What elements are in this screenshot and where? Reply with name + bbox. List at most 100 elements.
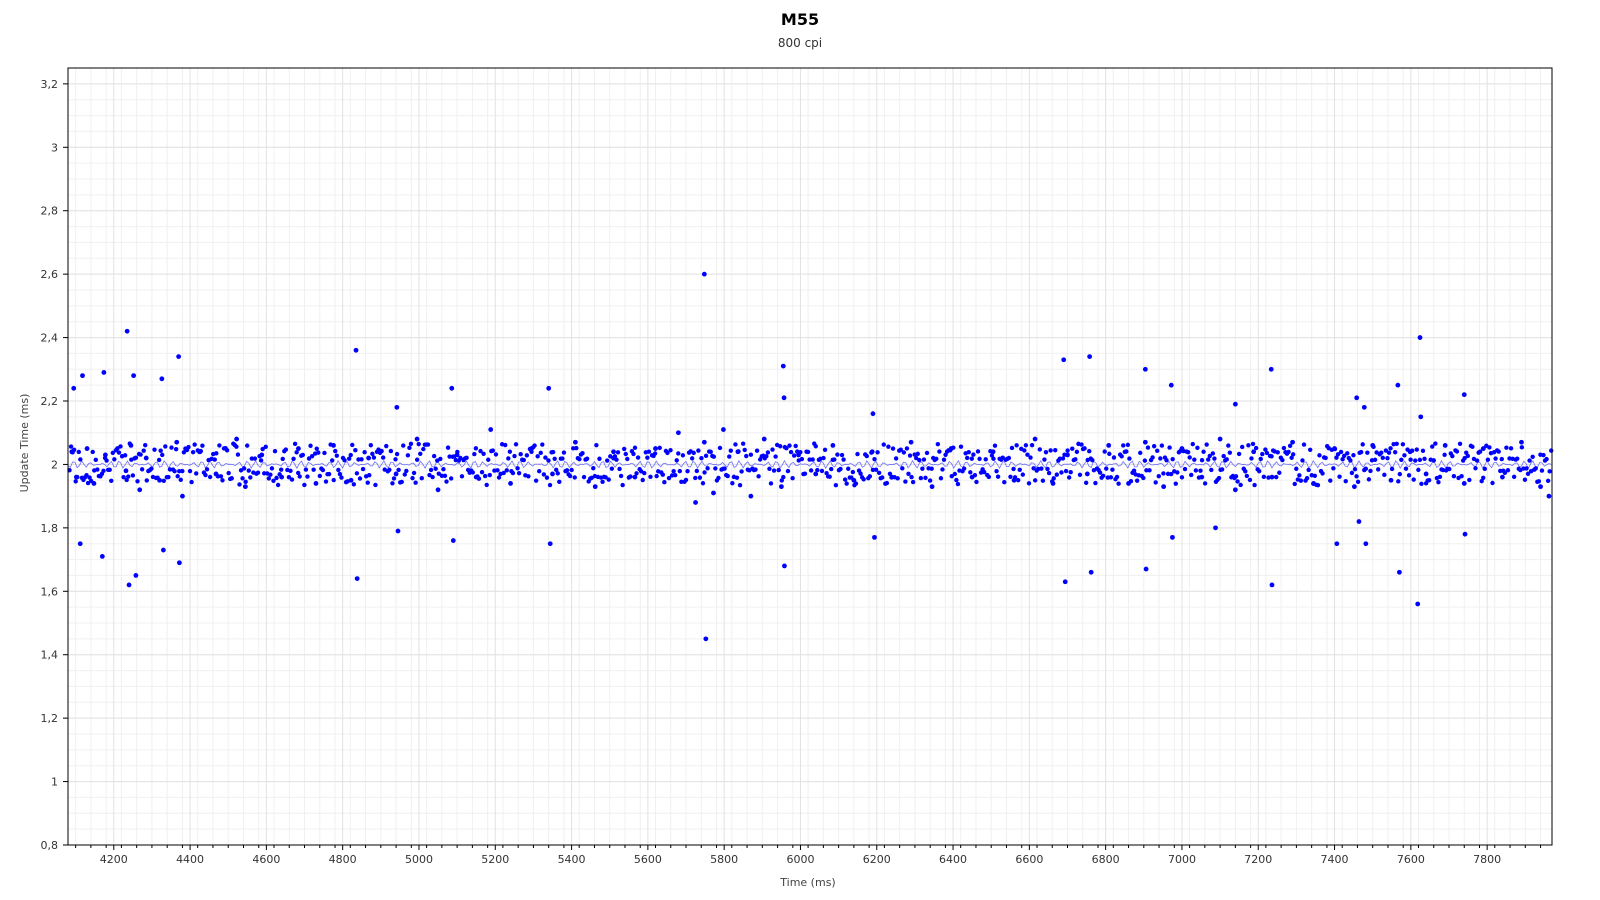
data-point — [1519, 439, 1524, 445]
points-layer — [67, 271, 1554, 642]
data-point — [1414, 447, 1419, 452]
data-point — [696, 448, 701, 453]
chart-subtitle: 800 cpi — [777, 36, 823, 50]
data-point — [1031, 466, 1036, 471]
data-point — [275, 482, 281, 488]
data-point — [495, 468, 500, 473]
data-point — [807, 457, 812, 462]
data-point — [404, 468, 409, 474]
data-point — [447, 454, 452, 459]
grid — [68, 67, 1552, 846]
data-point — [1539, 468, 1545, 473]
data-point — [190, 449, 196, 455]
data-point — [436, 471, 441, 476]
data-point — [1043, 450, 1049, 455]
data-point — [1351, 484, 1357, 490]
data-point — [379, 448, 384, 454]
data-point — [1073, 457, 1078, 462]
data-point — [846, 466, 851, 471]
x-tick-label: 5400 — [558, 853, 586, 866]
data-point — [1046, 470, 1052, 476]
data-point — [1433, 441, 1438, 446]
data-point — [1341, 453, 1347, 459]
data-point — [991, 456, 996, 461]
x-tick-label: 7200 — [1244, 853, 1272, 866]
axes: 4200 4400 4600 4800 5000 5200 5400 5600 5800 6000… — [41, 67, 1553, 866]
data-point — [1402, 453, 1407, 458]
data-point — [1015, 477, 1021, 483]
data-point — [1328, 478, 1333, 483]
data-point — [864, 453, 869, 459]
data-point — [68, 444, 74, 449]
data-point — [1014, 443, 1019, 448]
data-point — [606, 477, 611, 482]
x-tick-label: 4200 — [100, 853, 128, 866]
data-point — [592, 484, 598, 490]
data-point — [1066, 475, 1072, 480]
data-point — [87, 475, 92, 480]
data-point — [329, 458, 335, 463]
outlier-point — [395, 528, 401, 534]
data-point — [1042, 457, 1047, 462]
data-point — [1416, 467, 1421, 473]
data-point — [241, 466, 247, 471]
data-point — [95, 467, 100, 472]
data-point — [1182, 466, 1188, 472]
data-point — [401, 443, 406, 448]
data-point — [734, 475, 740, 480]
data-point — [1499, 456, 1504, 462]
data-point — [235, 452, 241, 457]
data-point — [454, 452, 460, 458]
data-point — [1198, 468, 1203, 473]
data-point — [921, 457, 927, 462]
data-point — [1251, 449, 1257, 455]
data-point — [1060, 456, 1066, 461]
data-point — [1269, 454, 1274, 459]
data-point — [672, 473, 678, 478]
data-point — [1247, 477, 1253, 483]
data-point — [1187, 455, 1192, 460]
data-point — [625, 456, 630, 462]
data-point — [431, 453, 437, 459]
data-point — [1545, 478, 1551, 483]
x-tick-label: 6800 — [1092, 853, 1120, 866]
outlier-point — [450, 538, 456, 543]
data-point — [518, 452, 523, 457]
data-point — [754, 448, 760, 453]
data-point — [1022, 448, 1027, 453]
data-point — [1045, 466, 1050, 472]
data-point — [1029, 442, 1035, 448]
data-point — [1411, 477, 1416, 482]
data-point — [419, 475, 424, 481]
data-point — [740, 441, 746, 446]
y-tick-label: 2,8 — [41, 205, 59, 218]
data-point — [614, 457, 619, 462]
data-point — [175, 474, 180, 479]
data-point — [173, 446, 179, 452]
data-point — [1332, 446, 1337, 451]
data-point — [543, 455, 548, 460]
data-point — [488, 427, 494, 432]
data-point — [1437, 474, 1443, 479]
data-point — [1315, 482, 1321, 488]
outlier-point — [77, 541, 83, 547]
data-point — [876, 470, 882, 476]
data-point — [336, 467, 341, 473]
data-point — [906, 471, 911, 477]
data-point — [370, 451, 375, 457]
data-point — [1219, 467, 1225, 472]
data-point — [524, 453, 530, 458]
data-point — [1422, 456, 1427, 462]
x-tick-label: 5600 — [634, 853, 662, 866]
data-point — [166, 474, 171, 480]
data-point — [1527, 458, 1532, 463]
data-point — [1142, 439, 1148, 445]
data-point — [1145, 445, 1151, 450]
y-tick-label: 2,2 — [41, 395, 59, 408]
data-point — [101, 468, 106, 473]
data-point — [790, 475, 795, 481]
data-point — [841, 457, 846, 462]
data-point — [91, 481, 97, 486]
data-point — [1059, 470, 1064, 475]
data-point — [393, 457, 398, 462]
